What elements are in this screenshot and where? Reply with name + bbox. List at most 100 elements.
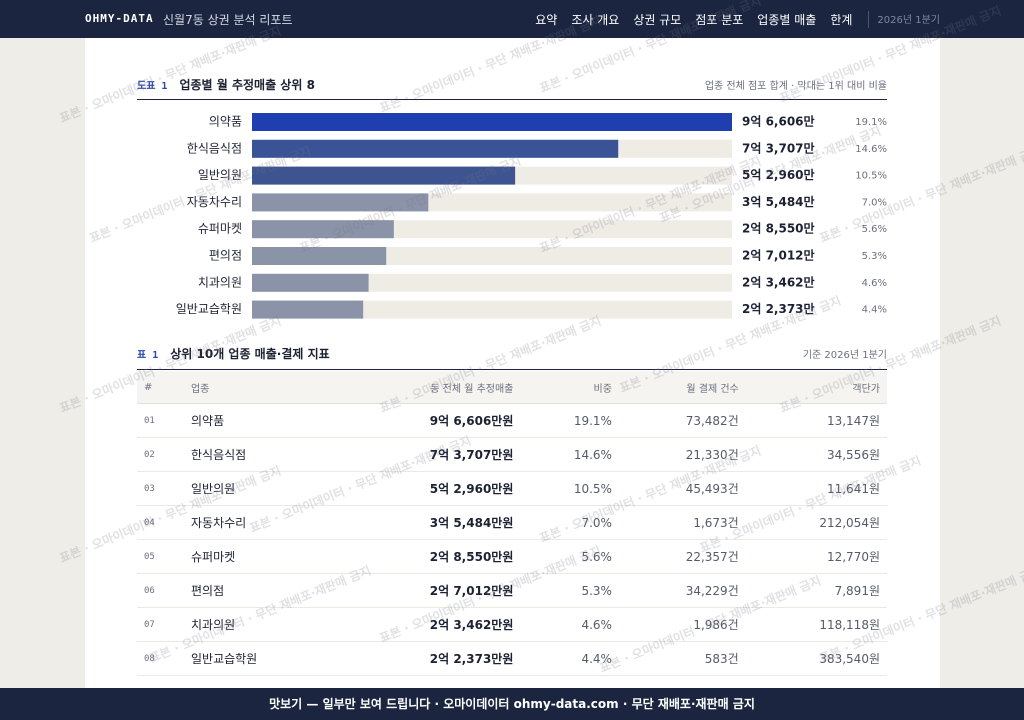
table-row: 02 한식음식점 7억 3,707만원 14.6% 21,330건 34,556원 — [137, 437, 887, 472]
table-cell: 01 — [137, 403, 184, 438]
table-cell: 일반교습학원 — [183, 641, 336, 676]
column-header: 월 결제 건수 — [618, 371, 746, 404]
nav-links: 요약 조사 개요 상권 규모 점포 분포 업종별 매출 한계 2026년 1분기 — [535, 11, 940, 28]
figure-header: 도표 1 업종별 월 추정매출 상위 8 업종 전체 점포 합계 · 막대는 1위… — [137, 76, 887, 94]
nav-period: 2026년 1분기 — [868, 11, 940, 28]
bar-track — [252, 273, 732, 292]
table-cell: 11,641원 — [745, 471, 887, 506]
bar — [252, 166, 516, 185]
table-cell: 45,493건 — [618, 471, 746, 506]
table-cell: 2억 7,012만원 — [335, 573, 521, 608]
share-label: 5.6% — [862, 224, 887, 235]
table-row: 04 자동차수리 3억 5,484만원 7.0% 1,673건 212,054원 — [137, 505, 887, 540]
table-cell: 5억 2,960만원 — [335, 471, 521, 506]
category-label: 치과의원 — [198, 275, 242, 289]
table-cell: 03 — [137, 471, 184, 506]
table-title: 상위 10개 업종 매출·결제 지표 — [170, 347, 330, 361]
bar — [252, 193, 429, 212]
category-label: 슈퍼마켓 — [198, 222, 242, 236]
table-cell: 34,556원 — [745, 437, 887, 472]
nav-link[interactable]: 조사 개요 — [571, 13, 620, 27]
table-cell: 02 — [137, 437, 184, 472]
rule — [137, 369, 887, 370]
data-table: # 업종 동 전체 월 추정매출 비중 월 결제 건수 객단가 01 의약품 9억 6,606만… — [137, 371, 887, 676]
table-cell: 12,770원 — [745, 539, 887, 574]
bar — [252, 273, 369, 292]
value-label: 2억 8,550만 — [742, 221, 815, 236]
rule — [137, 99, 887, 100]
nav-link[interactable]: 상권 규모 — [633, 13, 682, 27]
share-label: 19.1% — [855, 117, 887, 128]
table-cell: 5.6% — [520, 539, 619, 574]
table-cell: 14.6% — [520, 437, 619, 472]
nav-link[interactable]: 요약 — [535, 13, 558, 27]
value-label: 7억 3,707만 — [742, 140, 815, 155]
figure-note: 업종 전체 점포 합계 · 막대는 1위 대비 비율 — [704, 81, 887, 92]
column-header: 객단가 — [745, 371, 887, 404]
share-label: 7.0% — [862, 197, 887, 208]
table-body: 01 의약품 9억 6,606만원 19.1% 73,482건 13,147원 02 한식음식… — [137, 403, 887, 676]
bar — [252, 220, 394, 239]
table-cell: 383,540원 — [745, 641, 887, 676]
brand[interactable]: OHMY-DATA — [85, 12, 154, 25]
value-label: 2억 2,373만 — [742, 301, 815, 316]
table-cell: 05 — [137, 539, 184, 574]
table-cell: 118,118원 — [745, 607, 887, 642]
table-row: 08 일반교습학원 2억 2,373만원 4.4% 583건 383,540원 — [137, 641, 887, 676]
table-cell: 1,673건 — [618, 505, 746, 540]
table-cell: 4.6% — [520, 607, 619, 642]
nav-link[interactable]: 업종별 매출 — [757, 13, 817, 27]
table-cell: 04 — [137, 505, 184, 540]
value-label: 2억 3,462만 — [742, 274, 815, 289]
table-header: 표 1 상위 10개 업종 매출·결제 지표 기준 2026년 1분기 — [137, 345, 887, 363]
nav-link[interactable]: 점포 분포 — [695, 13, 744, 27]
figure-title: 업종별 월 추정매출 상위 8 — [179, 78, 315, 92]
table-cell: 212,054원 — [745, 505, 887, 540]
category-label: 편의점 — [209, 249, 242, 263]
table-cell: 34,229건 — [618, 573, 746, 608]
footer-banner: 맛보기 — 일부만 보여 드립니다 · 오마이데이터 ohmy-data.com… — [0, 688, 1024, 720]
share-label: 4.6% — [862, 278, 887, 289]
report-sheet: 도표 1 업종별 월 추정매출 상위 8 업종 전체 점포 합계 · 막대는 1위… — [85, 38, 940, 688]
share-label: 4.4% — [862, 305, 887, 316]
table-cell: 10.5% — [520, 471, 619, 506]
table-cell: 편의점 — [183, 573, 336, 608]
table-cell: 73,482건 — [618, 403, 746, 438]
table-cell: 06 — [137, 573, 184, 608]
value-label: 9억 6,606만 — [742, 114, 815, 129]
table-cell: 2억 2,373만원 — [335, 641, 521, 676]
table-cell: 08 — [137, 641, 184, 676]
category-label: 일반교습학원 — [176, 302, 242, 316]
table-cell: 13,147원 — [745, 403, 887, 438]
table-cell: 4.4% — [520, 641, 619, 676]
table-cell: 치과의원 — [183, 607, 336, 642]
category-label: 의약품 — [209, 114, 242, 129]
report-title: 신월7동 상권 분석 리포트 — [163, 13, 293, 27]
table-cell: 7,891원 — [745, 573, 887, 608]
nav-link[interactable]: 한계 — [830, 13, 853, 27]
column-header: 업종 — [183, 371, 336, 404]
bar — [252, 300, 364, 319]
top-nav: OHMY-DATA 신월7동 상권 분석 리포트 요약 조사 개요 상권 규모 점포 … — [0, 0, 1024, 38]
share-label: 14.6% — [855, 144, 887, 155]
table-cell: 슈퍼마켓 — [183, 539, 336, 574]
bar-track — [252, 300, 732, 319]
table-cell: 일반의원 — [183, 471, 336, 506]
table-cell: 1,986건 — [618, 607, 746, 642]
table-cell: 자동차수리 — [183, 505, 336, 540]
table-cell: 2억 3,462만원 — [335, 607, 521, 642]
table-row: 07 치과의원 2억 3,462만원 4.6% 1,986건 118,118원 — [137, 607, 887, 642]
column-header: 비중 — [520, 371, 619, 404]
value-label: 2억 7,012만 — [742, 248, 815, 263]
table-row: 03 일반의원 5억 2,960만원 10.5% 45,493건 11,641원 — [137, 471, 887, 506]
table-cell: 21,330건 — [618, 437, 746, 472]
table-row: 01 의약품 9억 6,606만원 19.1% 73,482건 13,147원 — [137, 403, 887, 438]
category-label: 일반의원 — [198, 168, 242, 182]
table-label: 표 1 — [137, 350, 159, 361]
bar-chart: 의약품 9억 6,606만 19.1% 한식음식점 7억 3,707만 14.6% 일반의원… — [176, 113, 887, 319]
table-cell: 19.1% — [520, 403, 619, 438]
table-note: 기준 2026년 1분기 — [802, 350, 887, 361]
column-header: # — [137, 371, 184, 404]
table-row: 05 슈퍼마켓 2억 8,550만원 5.6% 22,357건 12,770원 — [137, 539, 887, 574]
